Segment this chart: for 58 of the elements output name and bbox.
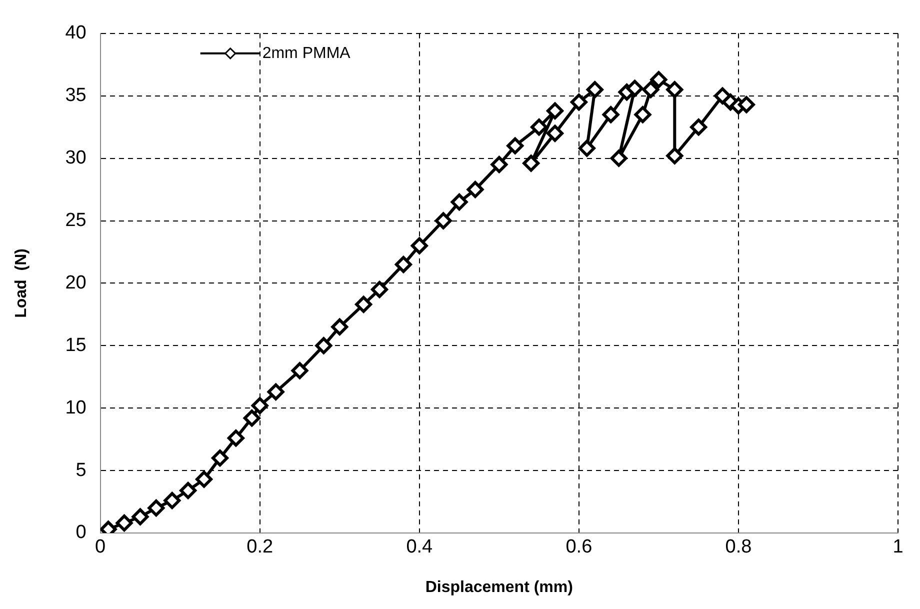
- point: [211, 450, 228, 467]
- x-tick-label: 0.4: [406, 536, 434, 558]
- point: [650, 71, 668, 88]
- point: [522, 154, 540, 172]
- point: [371, 280, 388, 298]
- point: [466, 181, 484, 198]
- point: [690, 118, 708, 136]
- y-tick-label: 10: [65, 397, 86, 418]
- point: [267, 383, 284, 400]
- point: [634, 106, 652, 124]
- y-tick-label: 25: [65, 210, 86, 231]
- point: [164, 492, 181, 510]
- y-tick-label: 5: [76, 460, 86, 481]
- point: [355, 296, 372, 313]
- x-tick-label: 0.8: [725, 536, 752, 558]
- point: [251, 397, 268, 414]
- point: [610, 150, 628, 167]
- y-tick-label: 15: [65, 334, 86, 356]
- point: [116, 514, 133, 532]
- point: [570, 94, 588, 111]
- point: [506, 137, 524, 154]
- point: [331, 318, 348, 336]
- point: [180, 482, 197, 500]
- y-tick-label: 35: [65, 85, 86, 106]
- point: [490, 156, 508, 174]
- point: [546, 102, 564, 120]
- y-tick-label: 40: [65, 22, 86, 44]
- y-tick-label: 30: [65, 148, 86, 169]
- point: [666, 147, 684, 164]
- point: [434, 212, 452, 230]
- point: [243, 410, 260, 427]
- point: [578, 140, 596, 157]
- point: [546, 124, 564, 142]
- point: [450, 194, 468, 211]
- y-axis-title: Load (N): [13, 248, 30, 318]
- point: [738, 96, 755, 114]
- point: [530, 118, 548, 136]
- point: [291, 362, 308, 380]
- point: [196, 470, 213, 488]
- x-axis-title: Displacement (mm): [425, 578, 573, 596]
- point: [227, 430, 244, 447]
- point: [602, 106, 620, 124]
- x-tick-label: 0.6: [566, 536, 592, 558]
- point: [315, 337, 332, 354]
- point: [410, 237, 428, 254]
- x-tick-label: 0: [95, 536, 106, 558]
- point: [642, 81, 660, 98]
- point: [586, 81, 604, 98]
- x-tick-label: 1: [892, 536, 904, 558]
- legend-label: 2mm PMMA: [262, 44, 351, 62]
- x-tick-label: 0.2: [246, 536, 274, 558]
- point: [394, 256, 412, 273]
- point: [626, 80, 644, 97]
- point: [132, 508, 149, 526]
- y-tick-label: 0: [76, 522, 86, 544]
- y-tick-label: 20: [65, 272, 86, 294]
- point: [666, 81, 684, 98]
- point: [148, 500, 165, 517]
